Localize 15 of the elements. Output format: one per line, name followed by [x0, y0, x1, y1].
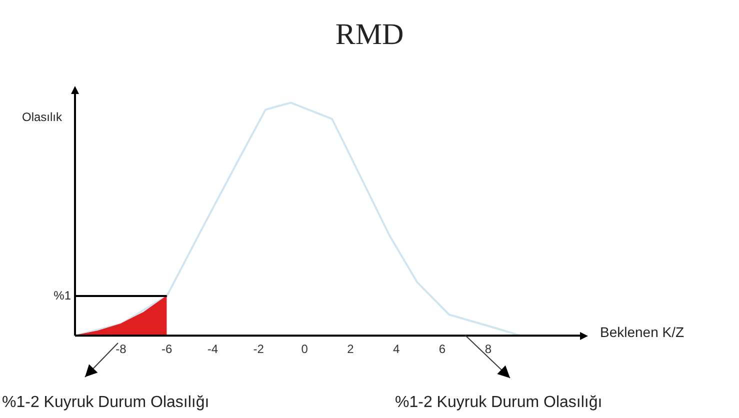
x-tick-label: -4	[207, 342, 218, 356]
x-tick-label: -6	[161, 342, 172, 356]
x-tick-label: 6	[438, 342, 446, 356]
y-axis-title: Olasılık	[22, 110, 62, 124]
x-axis-title: Beklenen K/Z	[600, 324, 684, 340]
x-tick-label: 2	[347, 342, 354, 356]
x-tick-label: 4	[393, 342, 400, 356]
chart-title: RMD	[334, 18, 405, 52]
x-tick-label: -2	[253, 342, 264, 356]
x-tick-label: 0	[301, 342, 308, 356]
text: %1-2 Kuyruk Durum Olasılığı	[2, 394, 210, 412]
text: %1-2 Kuyruk Durum Olasılığı	[395, 394, 602, 412]
x-tick-label: -8	[116, 342, 127, 356]
x-tick-label: 8	[484, 342, 492, 356]
annotation: %1	[54, 288, 72, 302]
